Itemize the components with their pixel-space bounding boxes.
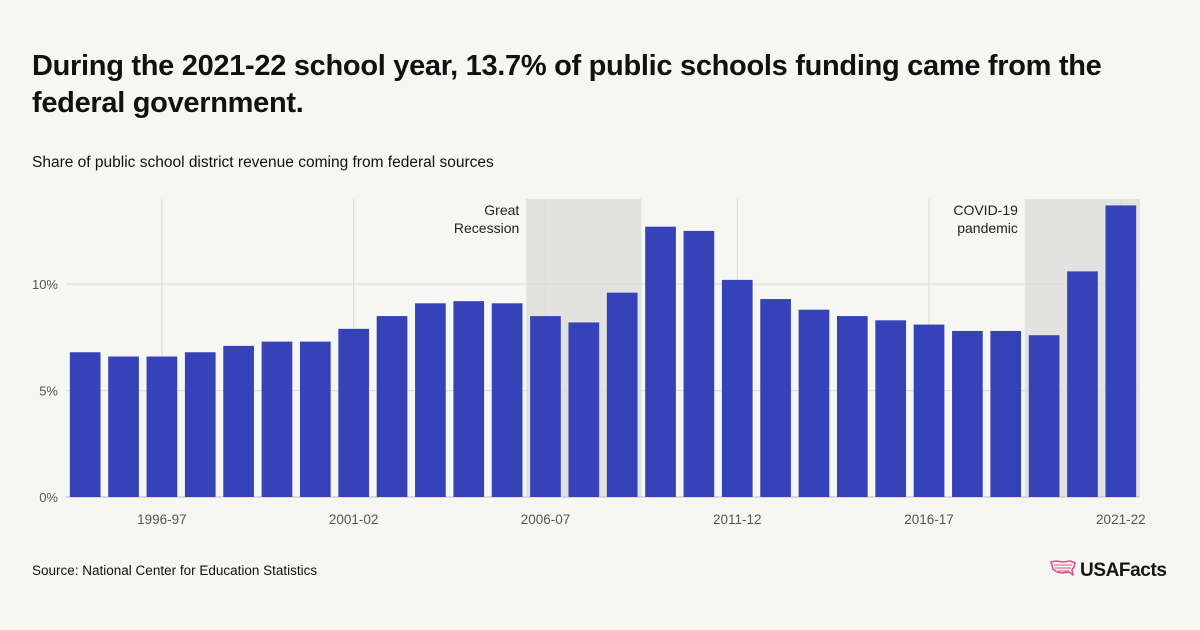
x-tick-label: 2011-12 — [713, 512, 762, 527]
annotation-label: COVID-19 — [953, 202, 1018, 218]
bar-2020-21 — [1067, 271, 1098, 497]
bar-2002-03 — [376, 316, 408, 497]
x-tick-label: 2001-02 — [329, 512, 379, 527]
y-tick-label: 5% — [39, 384, 58, 399]
bar-1999-00 — [261, 341, 293, 497]
bar-2021-22 — [1105, 205, 1137, 497]
bar-2012-13 — [760, 299, 791, 497]
us-map-icon — [1050, 559, 1076, 582]
bar-2007-08 — [568, 322, 600, 497]
bar-2014-15 — [836, 316, 868, 497]
chart-subtitle: Share of public school district revenue … — [32, 154, 494, 171]
bar-2018-19 — [990, 330, 1022, 497]
x-tick-label: 2021-22 — [1096, 512, 1146, 527]
bar-1995-96 — [108, 356, 139, 497]
bar-2016-17 — [913, 324, 945, 497]
annotation-label: pandemic — [957, 220, 1018, 236]
bar-2015-16 — [875, 320, 907, 497]
y-tick-label: 0% — [39, 490, 58, 505]
bar-2017-18 — [952, 330, 983, 497]
annotation-label: Recession — [454, 220, 519, 236]
bar-2001-02 — [338, 328, 370, 497]
bar-2008-09 — [606, 292, 638, 497]
annotation-label: Great — [484, 202, 519, 218]
bar-1998-99 — [223, 345, 254, 497]
x-tick-label: 1996-97 — [137, 512, 187, 527]
chart-title: During the 2021-22 school year, 13.7% of… — [32, 50, 1102, 119]
bar-2010-11 — [683, 230, 715, 497]
y-tick-label: 10% — [32, 277, 58, 292]
bar-2013-14 — [798, 309, 830, 497]
bar-2005-06 — [491, 303, 523, 497]
brand-logo: USAFacts — [1050, 559, 1167, 582]
bar-1996-97 — [146, 356, 178, 497]
x-tick-label: 2006-07 — [521, 512, 571, 527]
bar-2006-07 — [530, 316, 561, 497]
bar-2000-01 — [299, 341, 331, 497]
bar-2004-05 — [453, 301, 485, 497]
bar-1997-98 — [184, 352, 216, 497]
x-tick-label: 2016-17 — [904, 512, 954, 527]
bar-1994-95 — [69, 352, 101, 497]
brand-name: USAFacts — [1080, 559, 1167, 581]
bar-2011-12 — [721, 279, 753, 497]
bar-2003-04 — [415, 303, 446, 497]
bar-2019-20 — [1028, 335, 1060, 497]
source-note: Source: National Center for Education St… — [32, 563, 318, 578]
bar-2009-10 — [645, 226, 676, 497]
